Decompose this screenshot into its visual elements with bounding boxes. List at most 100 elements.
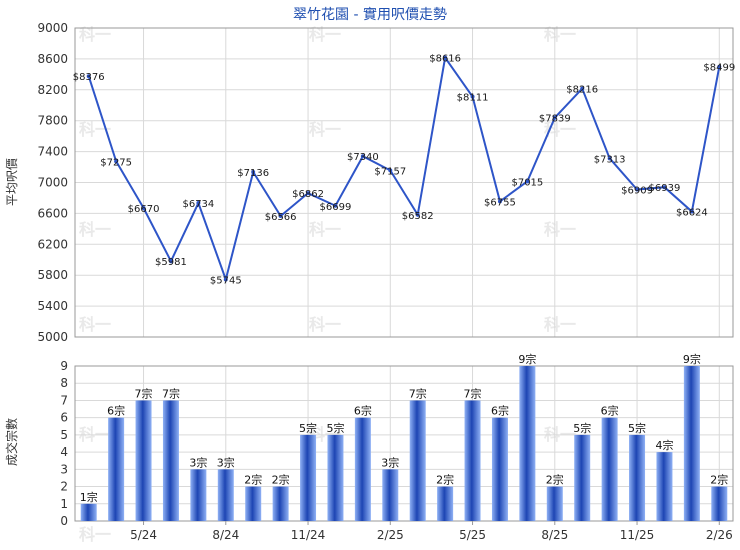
price-point xyxy=(223,277,228,282)
price-data-label: $8376 xyxy=(73,72,105,83)
price-point xyxy=(114,159,119,164)
bar-data-label: 6宗 xyxy=(354,404,372,418)
price-point xyxy=(333,203,338,208)
bar-data-label: 9宗 xyxy=(518,352,536,366)
price-data-label: $5745 xyxy=(210,275,242,286)
price-point xyxy=(662,185,667,190)
count-tick-label: 3 xyxy=(60,462,68,476)
x-tick-label: 5/24 xyxy=(130,528,157,542)
price-data-label: $6939 xyxy=(649,183,681,194)
watermark-text: 科一 xyxy=(79,220,111,239)
count-tick-label: 2 xyxy=(60,480,68,494)
count-bar xyxy=(409,400,426,521)
price-point xyxy=(607,156,612,161)
price-data-label: $6862 xyxy=(292,189,324,200)
price-data-label: $6566 xyxy=(265,212,297,223)
count-axis-label: 成交宗數 xyxy=(4,418,19,466)
price-data-label: $7275 xyxy=(100,157,132,168)
price-line xyxy=(87,55,721,283)
bar-data-label: 6宗 xyxy=(107,404,125,418)
price-data-label: $7839 xyxy=(539,114,571,125)
bar-data-label: 5宗 xyxy=(628,421,646,435)
x-tick-label: 5/25 xyxy=(459,528,486,542)
price-line-series: $8376 $7275 $6670 $5981 $6734 $5745 $7136 $6566… xyxy=(73,54,735,287)
bar-data-label: 2宗 xyxy=(436,473,454,487)
price-data-label: $7015 xyxy=(511,177,543,188)
bar-data-label: 3宗 xyxy=(189,455,207,469)
count-plot-frame xyxy=(74,365,734,522)
count-bar xyxy=(464,400,481,521)
price-data-label: $6699 xyxy=(320,202,352,213)
bar-data-label: 5宗 xyxy=(326,421,344,435)
price-point xyxy=(168,259,173,264)
count-tick-label: 4 xyxy=(60,445,68,459)
price-gridlines xyxy=(75,27,733,338)
bar-data-label: 7宗 xyxy=(135,386,153,400)
price-point xyxy=(196,201,201,206)
count-bar xyxy=(629,434,646,521)
bar-data-label: 5宗 xyxy=(573,421,591,435)
price-point xyxy=(552,115,557,120)
price-tick-label: 8200 xyxy=(37,83,68,97)
bar-data-label: 3宗 xyxy=(217,455,235,469)
count-bar xyxy=(519,366,536,521)
price-point xyxy=(497,199,502,204)
price-tick-label: 6600 xyxy=(37,206,68,220)
bar-data-label: 2宗 xyxy=(710,473,728,487)
price-data-label: $6909 xyxy=(621,186,653,197)
price-data-label: $8499 xyxy=(703,63,735,74)
watermark-text: 科一 xyxy=(79,25,111,44)
count-bar xyxy=(354,417,371,521)
count-bar xyxy=(300,434,317,521)
price-axis: 5000 5400 5800 6200 6600 7000 7400 7800 8200 8600… xyxy=(37,21,734,344)
bar-data-label: 7宗 xyxy=(409,386,427,400)
price-point xyxy=(278,214,283,219)
price-point xyxy=(415,212,420,217)
x-tick-label: 8/25 xyxy=(541,528,568,542)
price-point xyxy=(580,86,585,91)
price-point xyxy=(443,55,448,60)
count-bar xyxy=(601,417,618,521)
count-bar xyxy=(327,434,344,521)
price-data-label: $7313 xyxy=(594,154,626,165)
bar-data-label: 3宗 xyxy=(381,455,399,469)
bar-data-label: 1宗 xyxy=(80,490,98,504)
x-tick-label: 11/25 xyxy=(620,528,655,542)
count-tick-label: 5 xyxy=(60,428,68,442)
watermark-text: 科一 xyxy=(544,220,576,239)
chart-title: 翠竹花園 - 實用呎價走勢 xyxy=(293,7,447,23)
bar-data-label: 6宗 xyxy=(601,404,619,418)
bar-data-label: 4宗 xyxy=(655,438,673,452)
price-data-label: $6670 xyxy=(128,204,160,215)
bar-data-label: 5宗 xyxy=(299,421,317,435)
price-tick-label: 5800 xyxy=(37,268,68,282)
price-point xyxy=(689,209,694,214)
bar-data-label: 6宗 xyxy=(491,404,509,418)
count-bar xyxy=(80,503,97,521)
count-bar xyxy=(574,434,591,521)
count-bar xyxy=(245,486,262,521)
bar-data-label: 2宗 xyxy=(244,473,262,487)
count-bar xyxy=(108,417,125,521)
price-tick-label: 9000 xyxy=(37,21,68,35)
price-data-label: $8111 xyxy=(457,93,489,104)
price-data-label: $6624 xyxy=(676,208,708,219)
price-plot-frame xyxy=(74,27,734,338)
bar-data-label: 7宗 xyxy=(162,386,180,400)
price-data-label: $8216 xyxy=(566,85,598,96)
price-data-label: $5981 xyxy=(155,257,187,268)
price-point xyxy=(86,74,91,79)
price-tick-label: 6200 xyxy=(37,237,68,251)
count-bar xyxy=(683,366,700,521)
price-data-label: $6755 xyxy=(484,197,516,208)
x-tick-label: 2/26 xyxy=(706,528,733,542)
watermark-text: 科一 xyxy=(79,120,111,139)
bar-data-label: 9宗 xyxy=(683,352,701,366)
count-bar xyxy=(217,469,234,521)
price-data-label: $6734 xyxy=(182,199,214,210)
price-data-label: $7136 xyxy=(237,168,269,179)
count-bar xyxy=(190,469,207,521)
count-bar xyxy=(656,452,673,521)
count-tick-label: 9 xyxy=(60,359,68,373)
count-tick-label: 7 xyxy=(60,393,68,407)
